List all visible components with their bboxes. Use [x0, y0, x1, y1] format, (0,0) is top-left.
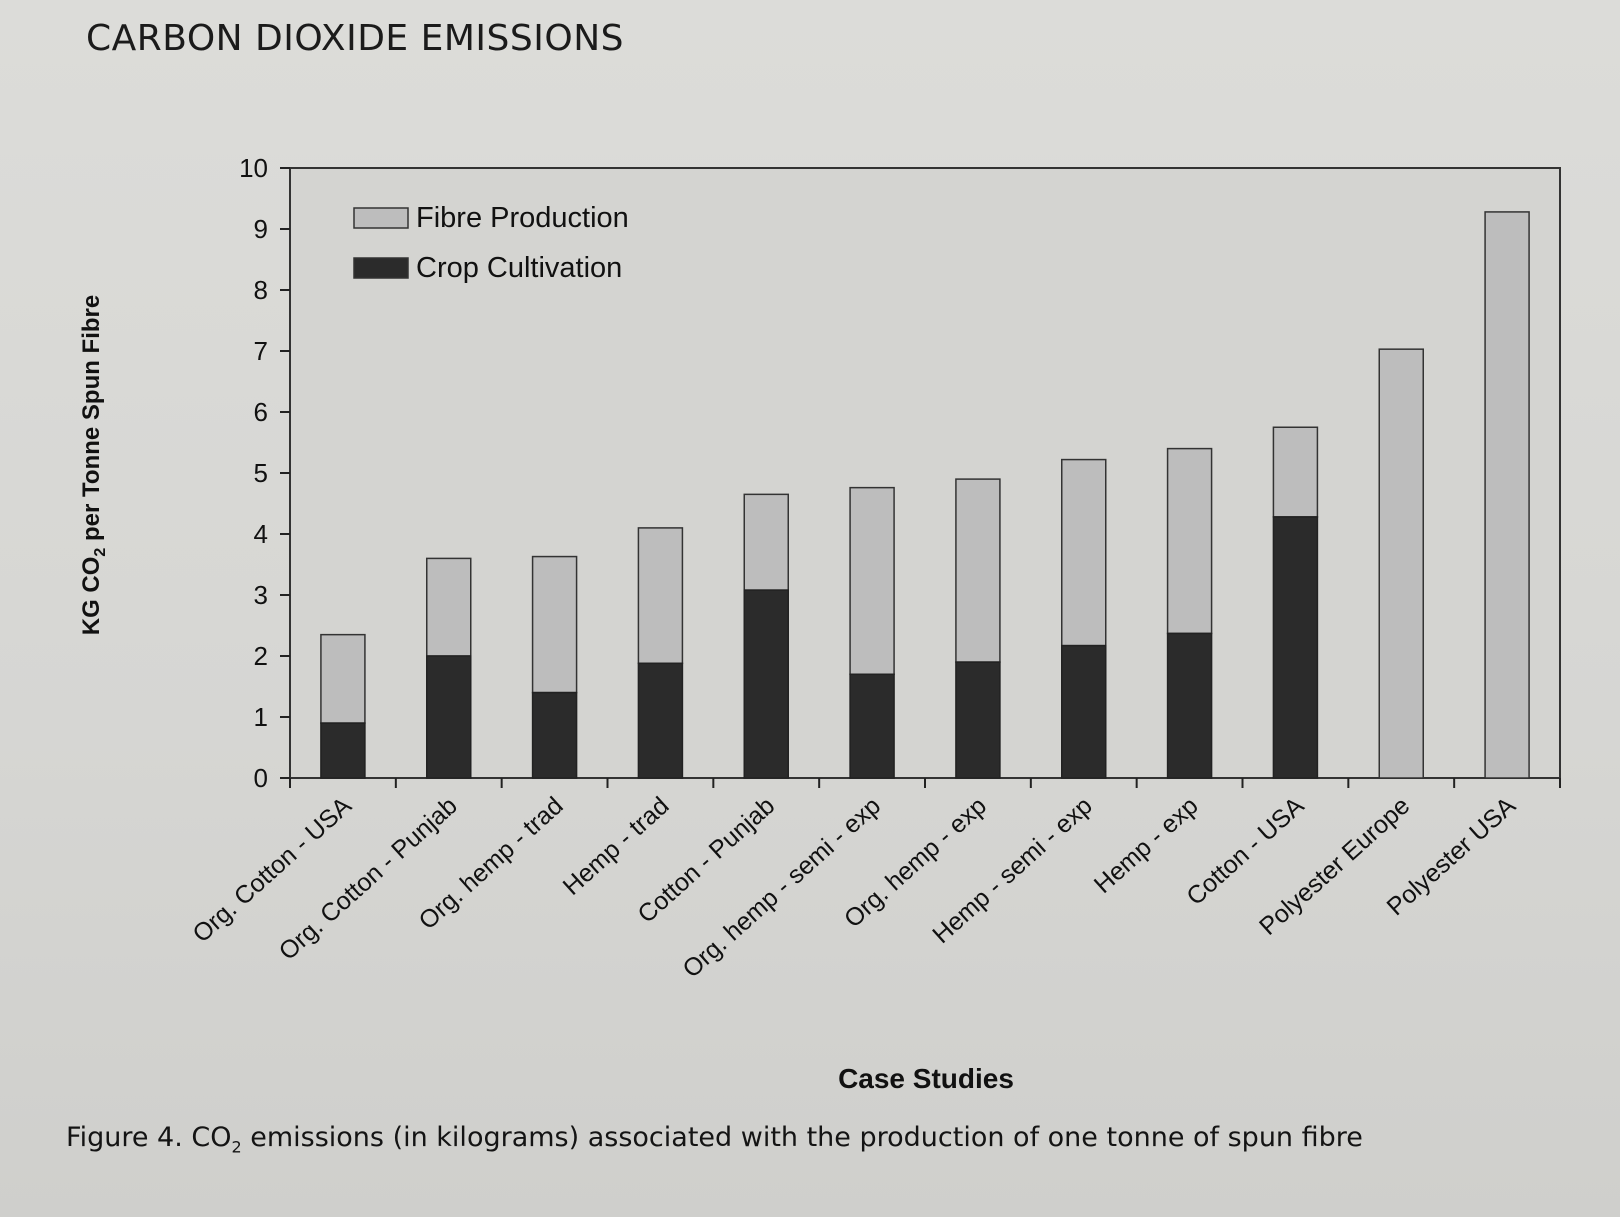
- y-tick-label: 8: [254, 275, 268, 305]
- bar-crop-cultivation: [849, 673, 895, 779]
- y-tick-label: 2: [254, 641, 268, 671]
- bar-fibre-production: [531, 555, 578, 694]
- bar-crop-cultivation: [1272, 516, 1319, 779]
- bar-fibre-production: [955, 478, 1001, 663]
- bar-fibre-production: [1378, 348, 1424, 779]
- x-tick-label: Hemp - trad: [558, 792, 675, 901]
- bar-fibre-production: [1166, 447, 1213, 635]
- y-tick-label: 4: [254, 519, 268, 549]
- y-tick-label: 3: [254, 580, 268, 610]
- bar-fibre-production: [743, 493, 789, 591]
- y-tick-label: 0: [254, 763, 268, 793]
- bar-crop-cultivation: [743, 589, 789, 779]
- bar-crop-cultivation: [637, 662, 684, 779]
- y-axis-title: KG CO2 per Tonne Spun Fibre: [78, 295, 109, 635]
- bar-fibre-production: [849, 486, 895, 676]
- legend: Fibre Production Crop Cultivation: [353, 202, 629, 284]
- bar-fibre-production: [1061, 458, 1107, 647]
- x-axis-title: Case Studies: [838, 1063, 1014, 1094]
- bars-group: [320, 211, 1530, 779]
- legend-label: Crop Cultivation: [416, 252, 622, 284]
- bar-fibre-production: [1484, 211, 1530, 779]
- bar-crop-cultivation: [320, 722, 366, 779]
- caption-subscript: 2: [231, 1137, 242, 1157]
- plot-area: [289, 167, 1561, 779]
- bar-fibre-production: [320, 633, 366, 724]
- y-axis-title-suffix: per Tonne Spun Fibre: [78, 295, 105, 548]
- legend-swatch: [353, 257, 409, 279]
- y-tick-label: 7: [254, 336, 268, 366]
- x-tick-label: Org. hemp - semi - exp: [677, 792, 886, 984]
- bar-crop-cultivation: [1061, 644, 1107, 779]
- caption-prefix: Figure 4. CO: [66, 1122, 232, 1153]
- bar-fibre-production: [637, 527, 684, 665]
- y-axis-title-sub: 2: [92, 548, 109, 557]
- legend-swatch: [353, 207, 409, 229]
- y-axis-title-prefix: KG CO: [78, 557, 105, 636]
- caption-suffix: emissions (in kilograms) associated with…: [241, 1122, 1363, 1153]
- x-tick-label: Hemp - exp: [1089, 792, 1204, 899]
- bar-fibre-production: [426, 557, 472, 657]
- x-tick-label: Org. Cotton - Punjab: [274, 792, 463, 966]
- y-tick-label: 10: [239, 153, 268, 183]
- y-tick-label: 6: [254, 397, 268, 427]
- bar-fibre-production: [1272, 426, 1319, 518]
- page-heading: CARBON DIOXIDE EMISSIONS: [86, 18, 624, 59]
- plot-frame: [289, 167, 1561, 779]
- bar-crop-cultivation: [426, 655, 472, 779]
- bar-crop-cultivation: [955, 661, 1001, 779]
- y-axis: 0 1 2 3 4 5 6 7 8 9 10: [239, 153, 290, 793]
- bar-crop-cultivation: [1166, 632, 1213, 779]
- figure-caption: Figure 4. CO2 emissions (in kilograms) a…: [66, 1122, 1363, 1156]
- y-tick-label: 5: [254, 458, 268, 488]
- legend-label: Fibre Production: [416, 202, 629, 234]
- y-tick-label: 9: [254, 214, 268, 244]
- y-tick-label: 1: [254, 702, 268, 732]
- bar-crop-cultivation: [531, 691, 578, 779]
